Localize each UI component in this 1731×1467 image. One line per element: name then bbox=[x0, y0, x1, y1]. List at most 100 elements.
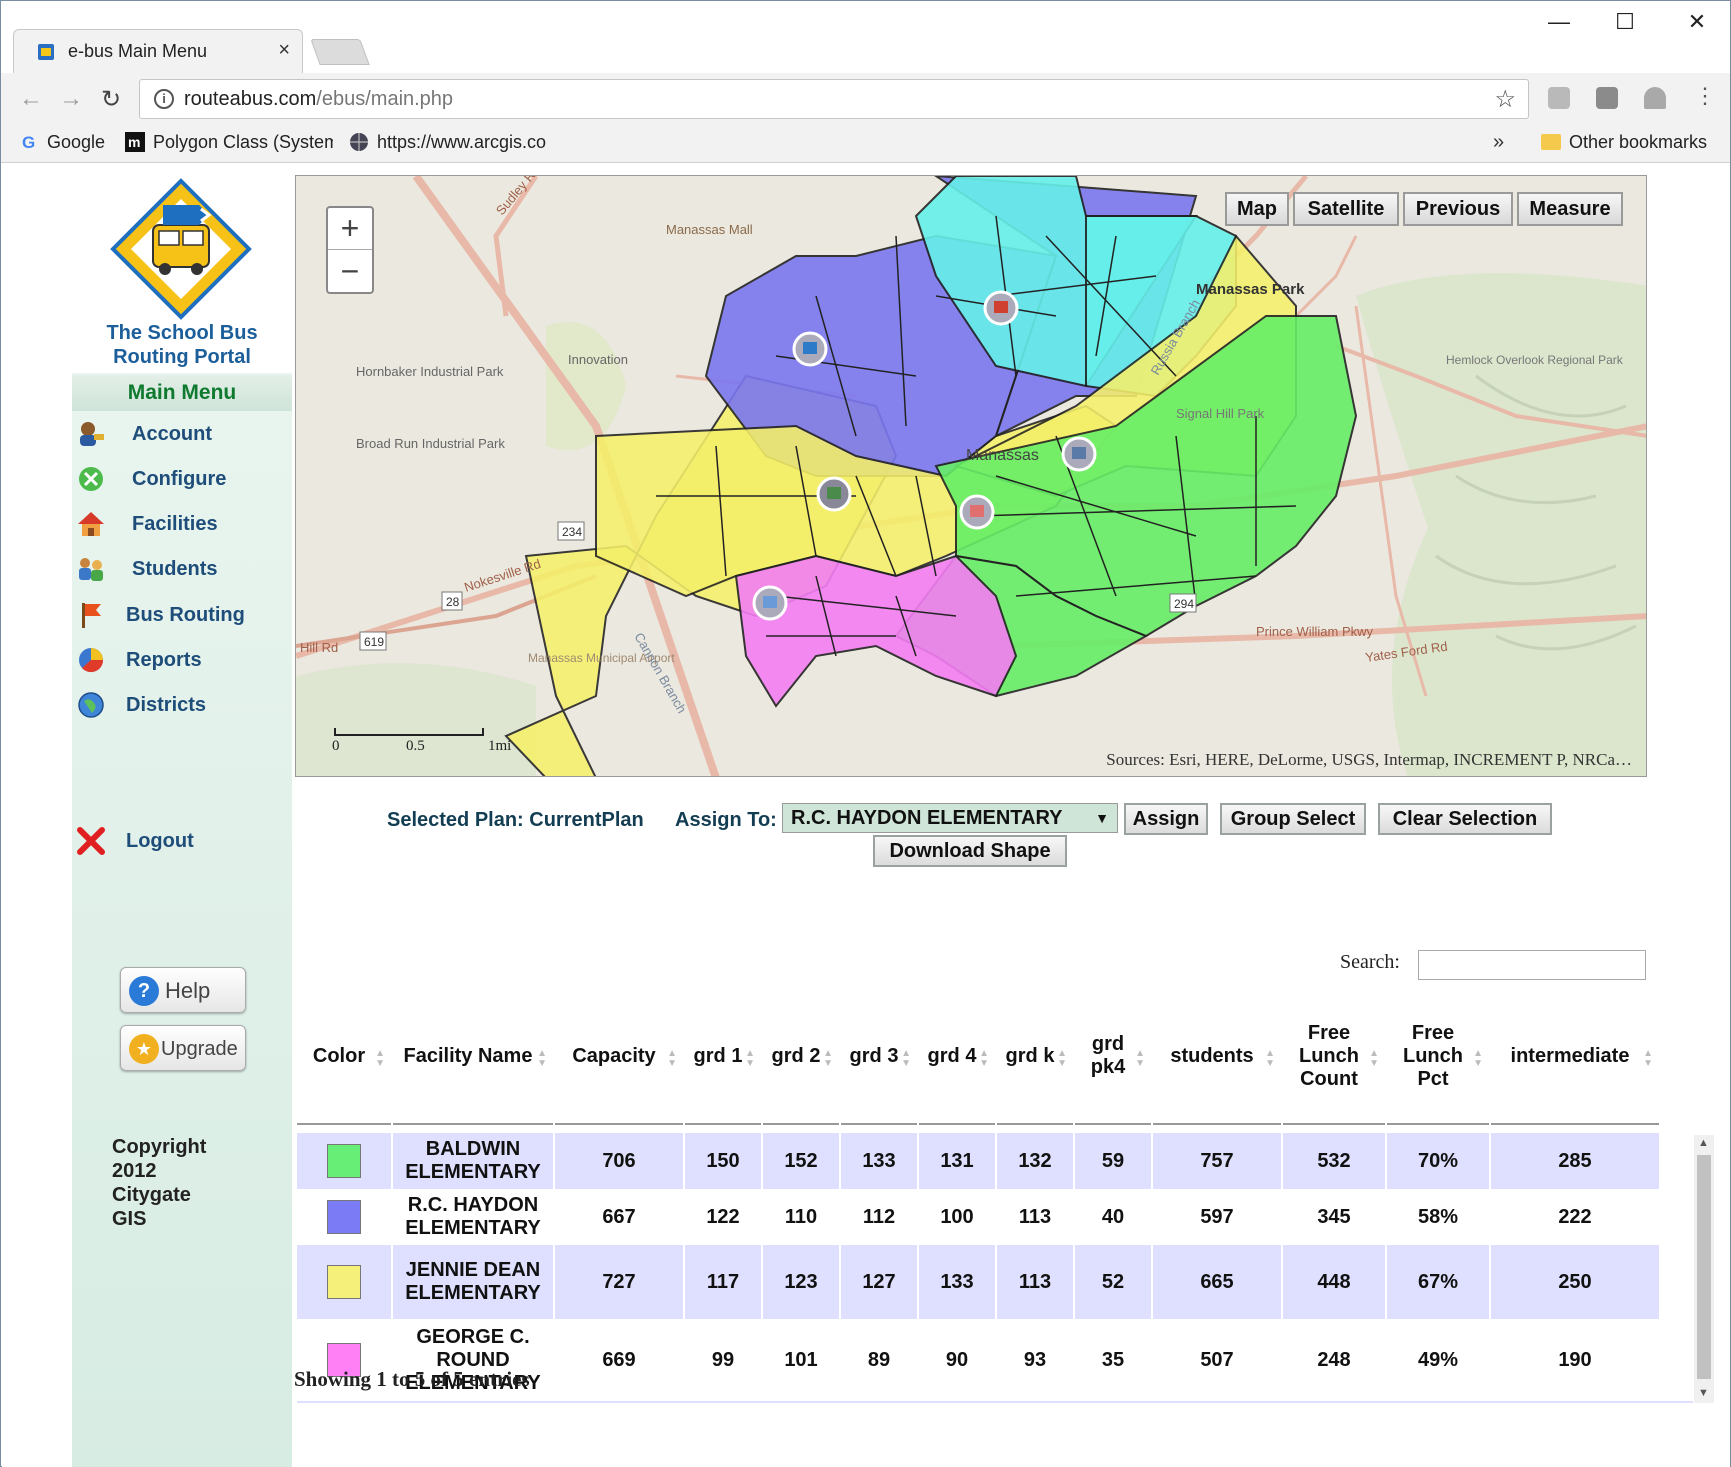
column-header-facility-name[interactable]: Facility Name ▲ ▼ bbox=[393, 989, 553, 1125]
column-header-grd-1[interactable]: grd 1 ▲ ▼ bbox=[685, 989, 761, 1125]
school-marker-icon[interactable] bbox=[792, 331, 828, 367]
chevron-down-icon: ▼ bbox=[1095, 810, 1109, 826]
extension-icon[interactable] bbox=[1548, 87, 1570, 109]
free-lunch-pct-cell: 58% bbox=[1387, 1189, 1491, 1245]
url-text[interactable]: routeabus.com/ebus/main.php bbox=[184, 88, 454, 110]
sort-arrows-icon[interactable]: ▲ ▼ bbox=[1057, 1048, 1067, 1069]
scrollbar-thumb[interactable] bbox=[1697, 1155, 1711, 1379]
clear-selection-button[interactable]: Clear Selection bbox=[1378, 803, 1552, 835]
help-button[interactable]: ? Help bbox=[120, 967, 246, 1013]
sort-arrows-icon[interactable]: ▲ ▼ bbox=[901, 1048, 911, 1069]
browser-menu-icon[interactable]: ⋮ bbox=[1694, 83, 1716, 108]
facilities-table: BALDWIN ELEMENTARY 706 150 152 133 131 132 59 75… bbox=[297, 1133, 1693, 1403]
upgrade-button[interactable]: ★ Upgrade bbox=[120, 1025, 246, 1071]
address-bar[interactable]: i routeabus.com/ebus/main.php ☆ bbox=[139, 79, 1529, 119]
sort-arrows-icon[interactable]: ▲ ▼ bbox=[1265, 1048, 1275, 1069]
zoom-out-button[interactable]: − bbox=[340, 253, 360, 289]
reload-icon[interactable]: ↻ bbox=[101, 86, 122, 113]
grd-4-cell: 90 bbox=[919, 1319, 997, 1401]
download-shape-button[interactable]: Download Shape bbox=[873, 835, 1067, 867]
previous-extent-button[interactable]: Previous bbox=[1403, 192, 1513, 226]
sort-arrows-icon[interactable]: ▲ ▼ bbox=[1369, 1048, 1379, 1069]
browser-tab[interactable]: e-bus Main Menu × bbox=[13, 29, 303, 73]
close-window-button[interactable]: ✕ bbox=[1687, 9, 1707, 34]
back-arrow-icon[interactable]: ← bbox=[19, 85, 43, 112]
assign-school-select[interactable]: R.C. HAYDON ELEMENTARY ▼ bbox=[782, 803, 1118, 833]
browser-toolbar: ← → ↻ i routeabus.com/ebus/main.php ☆ ⋮ bbox=[1, 73, 1730, 125]
district-map[interactable]: Manassas Mall Manassas Park Innovation H… bbox=[295, 175, 1647, 777]
bookmark-google[interactable]: G Google bbox=[19, 132, 105, 153]
table-scrollbar[interactable]: ▲ ▼ bbox=[1694, 1135, 1714, 1403]
sort-arrows-icon[interactable]: ▲ ▼ bbox=[1135, 1048, 1145, 1069]
map-label: Manassas Mall bbox=[666, 222, 753, 237]
drive-extension-icon[interactable] bbox=[1644, 87, 1666, 109]
column-header-free-lunch-count[interactable]: Free Lunch Count ▲ ▼ bbox=[1283, 989, 1385, 1125]
free-lunch-pct-cell: 49% bbox=[1387, 1319, 1491, 1401]
logout-link[interactable]: Logout bbox=[76, 823, 292, 859]
school-marker-icon[interactable] bbox=[959, 494, 995, 530]
table-row[interactable]: R.C. HAYDON ELEMENTARY 667 122 110 112 100 113… bbox=[297, 1189, 1693, 1245]
column-header-intermediate[interactable]: intermediate ▲ ▼ bbox=[1491, 989, 1659, 1125]
search-input[interactable] bbox=[1418, 950, 1646, 980]
menu-item-districts[interactable]: Districts bbox=[76, 687, 292, 723]
new-tab-button[interactable] bbox=[310, 39, 370, 65]
table-row[interactable]: GEORGE C. ROUND ELEMENTARY 669 99 101 89 90 93… bbox=[297, 1319, 1693, 1401]
grd-2-cell: 123 bbox=[763, 1245, 841, 1319]
table-row[interactable]: JENNIE DEAN ELEMENTARY 727 117 123 127 133 113… bbox=[297, 1245, 1693, 1319]
map-view-button[interactable]: Map bbox=[1225, 192, 1289, 226]
menu-item-account[interactable]: Account bbox=[76, 416, 292, 452]
column-header-capacity[interactable]: Capacity ▲ ▼ bbox=[555, 989, 683, 1125]
column-header-free-lunch-pct[interactable]: Free Lunch Pct ▲ ▼ bbox=[1387, 989, 1489, 1125]
facilities-icon bbox=[78, 512, 104, 536]
sort-arrows-icon[interactable]: ▲ ▼ bbox=[1473, 1048, 1483, 1069]
bookmarks-more-icon[interactable]: » bbox=[1493, 131, 1505, 153]
column-header-grd-4[interactable]: grd 4 ▲ ▼ bbox=[919, 989, 995, 1125]
sort-arrows-icon[interactable]: ▲ ▼ bbox=[537, 1048, 547, 1069]
table-row[interactable]: BALDWIN ELEMENTARY 706 150 152 133 131 132 59 75… bbox=[297, 1133, 1693, 1189]
facility-name-cell: GEORGE C. ROUND ELEMENTARY bbox=[393, 1319, 555, 1401]
sort-arrows-icon[interactable]: ▲ ▼ bbox=[745, 1048, 755, 1069]
scroll-up-icon[interactable]: ▲ bbox=[1698, 1137, 1709, 1149]
map-canvas[interactable]: Manassas Mall Manassas Park Innovation H… bbox=[296, 176, 1647, 777]
other-bookmarks[interactable]: Other bookmarks bbox=[1541, 132, 1707, 153]
menu-item-reports[interactable]: Reports bbox=[76, 642, 292, 678]
students-cell: 597 bbox=[1153, 1189, 1283, 1245]
menu-item-students[interactable]: Students bbox=[76, 551, 292, 587]
menu-item-configure[interactable]: Configure bbox=[76, 461, 292, 497]
bookmark-arcgis[interactable]: https://www.arcgis.co bbox=[349, 132, 557, 153]
column-header-grd-2[interactable]: grd 2 ▲ ▼ bbox=[763, 989, 839, 1125]
assign-button[interactable]: Assign bbox=[1124, 803, 1208, 835]
menu-item-facilities[interactable]: Facilities bbox=[76, 506, 292, 542]
maximize-button[interactable]: ☐ bbox=[1615, 9, 1635, 34]
tab-close-icon[interactable]: × bbox=[278, 39, 290, 61]
column-header-grd-pk4[interactable]: grd pk4 ▲ ▼ bbox=[1075, 989, 1151, 1125]
minimize-button[interactable]: — bbox=[1548, 9, 1570, 34]
group-select-button[interactable]: Group Select bbox=[1220, 803, 1366, 835]
satellite-view-button[interactable]: Satellite bbox=[1293, 192, 1399, 226]
table-row[interactable] bbox=[297, 1401, 1693, 1403]
scroll-down-icon[interactable]: ▼ bbox=[1698, 1387, 1709, 1399]
school-marker-icon[interactable] bbox=[1061, 436, 1097, 472]
column-header-grd-3[interactable]: grd 3 ▲ ▼ bbox=[841, 989, 917, 1125]
school-marker-icon[interactable] bbox=[752, 585, 788, 621]
bookmark-star-icon[interactable]: ☆ bbox=[1494, 86, 1516, 113]
sort-arrows-icon[interactable]: ▲ ▼ bbox=[375, 1048, 385, 1069]
column-header-grd-k[interactable]: grd k ▲ ▼ bbox=[997, 989, 1073, 1125]
map-label: Manassas bbox=[966, 447, 1039, 464]
sort-arrows-icon[interactable]: ▲ ▼ bbox=[823, 1048, 833, 1069]
column-header-students[interactable]: students ▲ ▼ bbox=[1153, 989, 1281, 1125]
forward-arrow-icon[interactable]: → bbox=[59, 85, 83, 112]
grd-pk4-cell: 35 bbox=[1075, 1319, 1153, 1401]
bookmark-polygon-class[interactable]: m Polygon Class (System bbox=[125, 132, 333, 153]
menu-item-bus-routing[interactable]: Bus Routing bbox=[76, 597, 292, 633]
sort-arrows-icon[interactable]: ▲ ▼ bbox=[1643, 1048, 1653, 1069]
sort-arrows-icon[interactable]: ▲ ▼ bbox=[979, 1048, 989, 1069]
zoom-in-button[interactable]: + bbox=[328, 208, 372, 250]
school-marker-icon[interactable] bbox=[983, 290, 1019, 326]
sort-arrows-icon[interactable]: ▲ ▼ bbox=[667, 1048, 677, 1069]
info-icon[interactable]: i bbox=[154, 89, 174, 109]
measure-button[interactable]: Measure bbox=[1517, 192, 1623, 226]
extension-icon[interactable] bbox=[1596, 87, 1618, 109]
school-marker-icon[interactable] bbox=[816, 476, 852, 512]
column-header-color[interactable]: Color ▲ ▼ bbox=[297, 989, 391, 1125]
